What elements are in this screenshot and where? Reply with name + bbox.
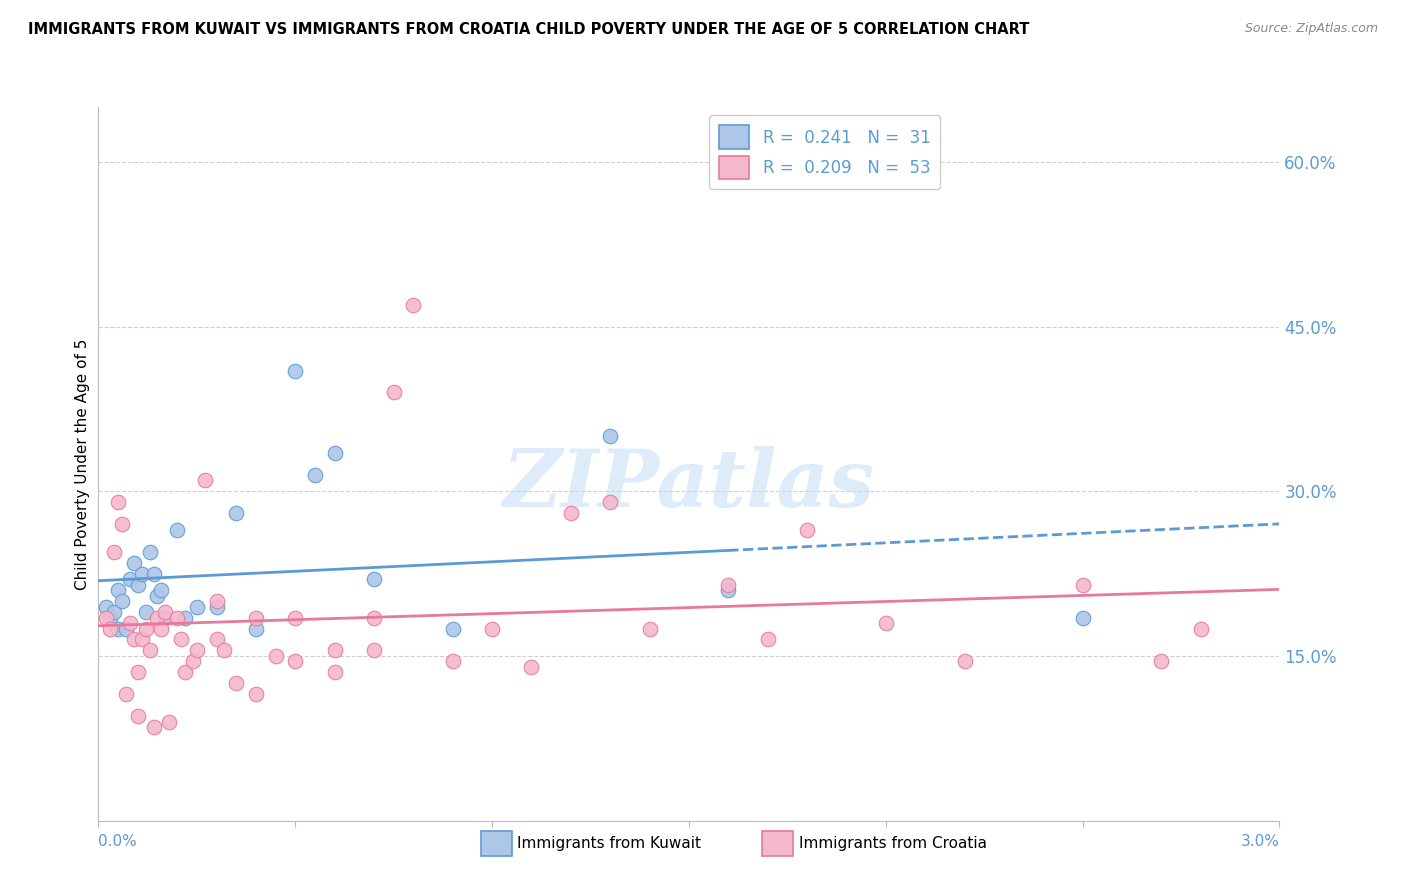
Text: 0.0%: 0.0% [98, 834, 138, 849]
Point [111, 594, 134, 608]
Point [205, 632, 228, 647]
Point [96, 610, 118, 624]
Point [146, 589, 169, 603]
Point [382, 385, 405, 400]
Point [122, 556, 145, 570]
Point [146, 610, 169, 624]
Point [245, 622, 267, 636]
Point [225, 676, 247, 690]
Point [245, 687, 267, 701]
Point [111, 517, 134, 532]
Point [875, 615, 897, 630]
Point [1071, 577, 1094, 591]
Point [953, 655, 976, 669]
Point [481, 622, 503, 636]
Point [127, 577, 149, 591]
Point [122, 632, 145, 647]
Y-axis label: Child Poverty Under the Age of 5: Child Poverty Under the Age of 5 [75, 338, 90, 590]
Point [1150, 655, 1173, 669]
Point [560, 506, 582, 520]
Point [796, 523, 818, 537]
Point [441, 655, 464, 669]
Point [363, 610, 385, 624]
Point [717, 583, 740, 598]
Point [304, 467, 326, 482]
Point [150, 583, 173, 598]
Point [264, 648, 287, 663]
Point [756, 632, 779, 647]
Point [1071, 610, 1094, 624]
Point [103, 605, 125, 619]
Point [131, 566, 153, 581]
Point [638, 622, 661, 636]
Text: 3.0%: 3.0% [1240, 834, 1279, 849]
Point [717, 577, 740, 591]
Point [115, 687, 138, 701]
Point [155, 605, 177, 619]
Point [194, 473, 217, 487]
Point [1189, 622, 1212, 636]
Point [142, 566, 165, 581]
Point [323, 446, 346, 460]
Point [363, 572, 385, 586]
Point [157, 714, 180, 729]
Point [520, 660, 543, 674]
Text: Immigrants from Croatia: Immigrants from Croatia [799, 837, 987, 851]
Point [186, 599, 208, 614]
Point [142, 720, 165, 734]
Point [98, 622, 121, 636]
Point [131, 632, 153, 647]
Point [205, 594, 228, 608]
Point [214, 643, 236, 657]
Point [127, 709, 149, 723]
Point [166, 523, 188, 537]
Point [225, 506, 247, 520]
Point [245, 610, 267, 624]
Point [138, 643, 160, 657]
Point [166, 610, 188, 624]
Point [127, 665, 149, 680]
Point [599, 495, 621, 509]
Point [186, 643, 208, 657]
Point [174, 610, 197, 624]
Point [107, 583, 129, 598]
Point [323, 643, 346, 657]
Point [170, 632, 193, 647]
Point [107, 622, 129, 636]
Point [363, 643, 385, 657]
Point [284, 363, 307, 377]
Point [98, 610, 121, 624]
Legend: R =  0.241   N =  31, R =  0.209   N =  53: R = 0.241 N = 31, R = 0.209 N = 53 [709, 115, 941, 189]
Point [284, 610, 307, 624]
Point [441, 622, 464, 636]
Point [138, 544, 160, 558]
Point [155, 610, 177, 624]
Text: ZIPatlas: ZIPatlas [503, 447, 875, 524]
Point [107, 495, 129, 509]
Point [323, 665, 346, 680]
Point [150, 622, 173, 636]
Point [118, 615, 141, 630]
Point [135, 622, 157, 636]
Point [599, 429, 621, 443]
Point [118, 572, 141, 586]
Text: Source: ZipAtlas.com: Source: ZipAtlas.com [1244, 22, 1378, 36]
Point [135, 605, 157, 619]
Point [181, 655, 204, 669]
Point [174, 665, 197, 680]
Point [284, 655, 307, 669]
Point [115, 622, 138, 636]
Text: IMMIGRANTS FROM KUWAIT VS IMMIGRANTS FROM CROATIA CHILD POVERTY UNDER THE AGE OF: IMMIGRANTS FROM KUWAIT VS IMMIGRANTS FRO… [28, 22, 1029, 37]
Point [205, 599, 228, 614]
Point [402, 298, 425, 312]
Text: Immigrants from Kuwait: Immigrants from Kuwait [517, 837, 702, 851]
Point [103, 544, 125, 558]
Point [96, 599, 118, 614]
